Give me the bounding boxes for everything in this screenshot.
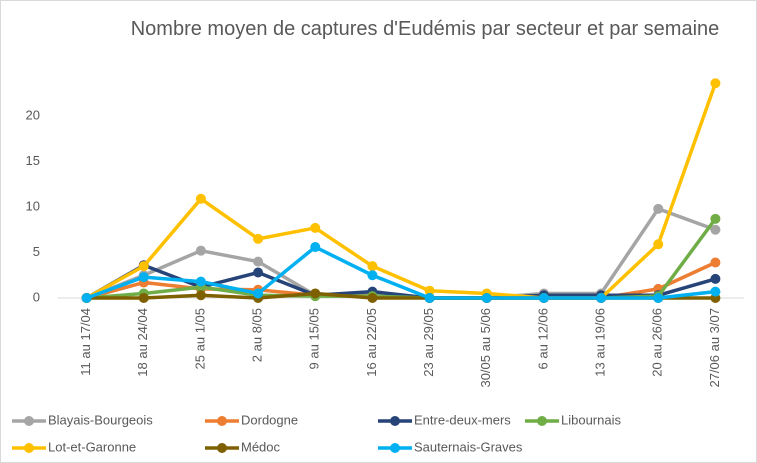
- y-tick-label: 0: [33, 289, 40, 304]
- x-tick-label: 25 au 1/05: [192, 308, 207, 369]
- data-point: [538, 293, 549, 303]
- data-point: [138, 261, 149, 272]
- data-point: [653, 239, 664, 250]
- x-tick-label: 13 au 19/06: [593, 308, 608, 377]
- x-tick-label: 2 au 8/05: [250, 308, 265, 362]
- legend-label: Libournais: [561, 412, 621, 427]
- x-tick-label: 9 au 15/05: [307, 308, 322, 369]
- data-point: [195, 290, 206, 301]
- data-point: [710, 78, 721, 89]
- legend-label: Dordogne: [241, 412, 298, 427]
- data-point: [653, 203, 664, 214]
- data-point: [481, 293, 492, 303]
- data-point: [596, 293, 607, 303]
- y-tick-label: 5: [33, 244, 40, 259]
- chart-title: Nombre moyen de captures d'Eudémis par s…: [130, 18, 720, 40]
- data-point: [195, 276, 206, 287]
- data-point: [138, 272, 149, 283]
- legend-marker: [390, 443, 400, 453]
- legend-label: Lot-et-Garonne: [48, 439, 136, 454]
- legend-marker: [24, 443, 34, 453]
- x-tick-label: 23 au 29/05: [421, 308, 436, 377]
- x-tick-label: 16 au 22/05: [364, 308, 379, 377]
- legend-label: Blayais-Bourgeois: [48, 412, 153, 427]
- data-point: [367, 261, 378, 272]
- data-point: [310, 222, 321, 233]
- x-tick-label: 6 au 12/06: [535, 308, 550, 369]
- data-point: [195, 245, 206, 256]
- data-point: [424, 293, 435, 303]
- legend-label: Entre-deux-mers: [414, 412, 511, 427]
- x-tick-label: 11 au 17/04: [78, 308, 93, 376]
- data-point: [710, 273, 721, 284]
- x-tick-label: 27/06 au 3/07: [707, 308, 722, 388]
- legend-marker: [217, 416, 227, 426]
- data-point: [253, 233, 264, 244]
- x-tick-label: 20 au 26/06: [650, 308, 665, 377]
- legend-label: Sauternais-Graves: [414, 439, 523, 454]
- y-tick-label: 15: [26, 153, 40, 168]
- data-point: [310, 288, 321, 299]
- legend-marker: [217, 443, 227, 453]
- legend-marker: [537, 416, 547, 426]
- data-point: [138, 293, 149, 303]
- data-point: [710, 257, 721, 268]
- data-point: [253, 267, 264, 278]
- series-line: [85, 82, 718, 300]
- data-point: [195, 193, 206, 204]
- series-line: [85, 263, 716, 300]
- data-point: [653, 293, 664, 303]
- data-point: [367, 293, 378, 303]
- series-line: [85, 245, 716, 300]
- y-tick-label: 20: [26, 107, 40, 122]
- data-point: [81, 293, 92, 303]
- y-tick-label: 10: [26, 198, 40, 213]
- data-point: [310, 242, 321, 253]
- x-tick-label: 30/05 au 5/06: [478, 308, 493, 388]
- data-point: [367, 270, 378, 281]
- data-point: [253, 288, 264, 299]
- data-point: [710, 286, 721, 297]
- legend-label: Médoc: [241, 439, 281, 454]
- data-point: [424, 285, 435, 296]
- x-tick-label: 18 au 24/04: [135, 308, 150, 377]
- legend-marker: [24, 416, 34, 426]
- legend-marker: [390, 416, 400, 426]
- data-point: [710, 213, 721, 224]
- data-point: [253, 256, 264, 267]
- data-point: [710, 224, 721, 235]
